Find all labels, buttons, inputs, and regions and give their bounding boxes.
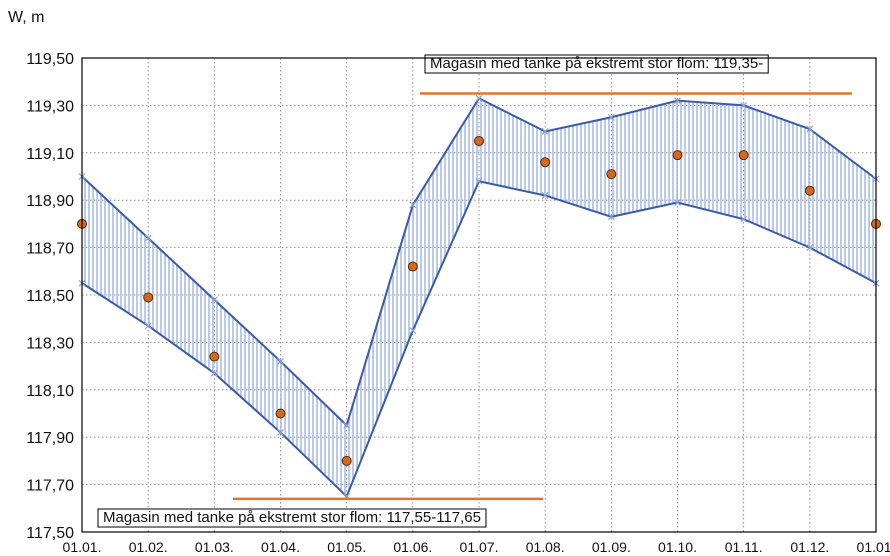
observed-dot [143,292,154,303]
cross-marker [674,97,681,105]
x-tick-label: 01.06. [393,539,432,555]
x-tick-label: 01.03. [195,539,234,555]
cross-marker [277,357,284,365]
x-tick-label: 01.01. [63,539,102,555]
annotation: Magasin med tanke på ekstremt stor flom:… [430,55,763,72]
observed-dot [540,157,551,168]
annotation: Magasin med tanke på ekstremt stor flom:… [103,509,481,526]
y-axis-label: W, m [8,9,44,26]
y-tick-label: 119,30 [26,98,74,115]
x-tick-label: 01.01. [857,539,890,555]
x-tick-label: 01.10. [658,539,697,555]
y-tick-label: 118,10 [26,383,74,400]
observed-dot [804,185,815,196]
cross-marker [144,322,152,330]
x-tick-label: 01.02. [129,539,168,555]
cross-marker [144,234,152,242]
y-tick-label: 118,30 [26,335,74,352]
observed-dot [672,150,683,161]
cross-marker [541,192,549,199]
y-tick-label: 118,50 [26,288,74,305]
band-fill [82,98,876,497]
x-tick-label: 01.09. [592,539,631,555]
y-tick-label: 117,50 [26,525,74,542]
observed-dot [209,351,220,362]
cross-marker [740,215,748,223]
observed-dot [407,261,418,272]
x-tick-label: 01.04. [261,539,300,555]
annotation-box [97,508,487,528]
annotation-box [424,54,769,74]
x-tick-label: 01.11. [725,539,763,555]
x-tick-label: 01.12. [790,539,829,555]
cross-marker [806,125,814,133]
x-tick-label: 01.07. [460,539,499,555]
cross-marker [343,421,351,429]
cross-marker [806,244,814,252]
cross-marker [541,128,549,135]
observed-dot [606,169,617,180]
observed-dot [275,408,286,419]
x-tick-label: 01.08. [526,539,565,555]
y-tick-label: 118,90 [26,193,74,210]
cross-marker [475,177,483,185]
observed-dot [341,455,352,466]
cross-marker [277,429,284,436]
cross-marker [210,296,218,304]
y-tick-label: 117,90 [26,430,74,447]
cross-marker [409,201,417,209]
y-tick-label: 119,50 [26,51,74,68]
y-tick-label: 118,70 [26,241,74,258]
plot-frame [81,57,877,533]
cross-marker [674,199,681,206]
cross-marker [607,213,615,221]
y-tick-label: 119,10 [26,146,74,163]
cross-marker [607,113,615,121]
cross-marker [475,94,483,102]
cross-marker [409,327,417,334]
observed-dot [738,150,749,161]
cross-marker [210,369,218,377]
observed-dot [474,135,484,146]
y-tick-label: 117,70 [26,478,74,495]
x-tick-label: 01.05. [327,539,366,555]
cross-marker [740,101,748,109]
